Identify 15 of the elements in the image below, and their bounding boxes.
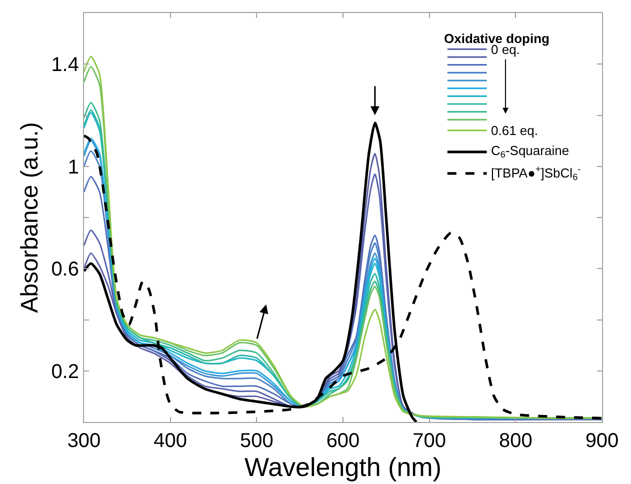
x-tick-label: 300 (67, 430, 101, 452)
x-tick-label: 900 (585, 430, 619, 452)
y-tick-label: 1.4 (51, 54, 79, 76)
x-tick-label: 800 (498, 430, 532, 452)
x-tick-label: 500 (240, 430, 274, 452)
legend-label: C$_{6}$-Squaraine (491, 143, 570, 160)
x-tick-label: 400 (154, 430, 188, 452)
x-axis-title: Wavelength (nm) (244, 452, 442, 482)
y-tick-label: 0.6 (51, 258, 79, 281)
y-tick-label: 1 (68, 156, 79, 178)
y-axis-title: Absorbance (a.u.) (16, 122, 44, 313)
legend-label: 0.61 eq. (491, 123, 538, 138)
x-tick-label: 700 (412, 430, 446, 452)
y-tick-label: 0.2 (51, 360, 79, 383)
x-tick-label: 600 (326, 430, 360, 452)
